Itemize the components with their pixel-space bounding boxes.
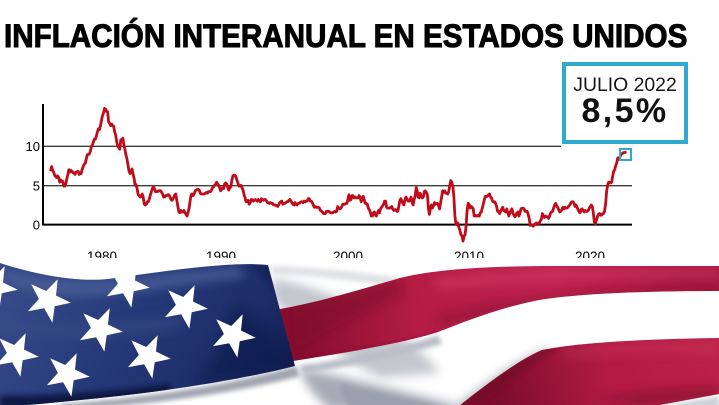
svg-text:10: 10 bbox=[26, 139, 40, 154]
svg-text:5: 5 bbox=[33, 179, 40, 194]
svg-text:0: 0 bbox=[33, 218, 40, 233]
